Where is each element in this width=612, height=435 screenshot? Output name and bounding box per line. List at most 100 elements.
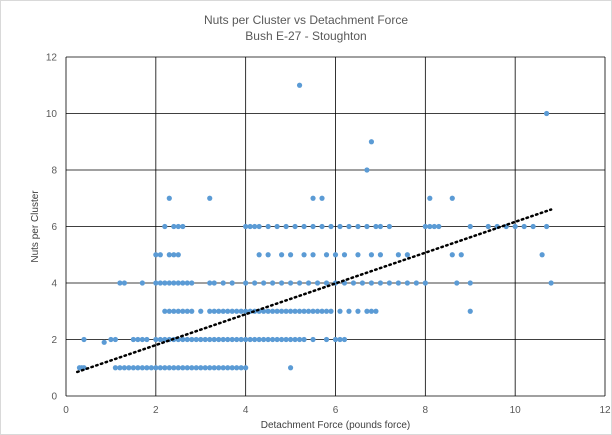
data-point — [319, 308, 325, 314]
data-point — [368, 308, 375, 314]
data-point — [220, 336, 226, 343]
y-tick-label: 0 — [51, 392, 57, 403]
data-point — [261, 280, 267, 286]
data-point — [346, 308, 352, 314]
data-point — [207, 365, 213, 371]
data-point — [153, 280, 159, 286]
data-point — [287, 308, 294, 314]
data-point — [274, 308, 280, 314]
data-point — [274, 336, 280, 343]
data-point — [243, 223, 249, 230]
data-point — [162, 223, 168, 230]
data-point — [157, 365, 163, 371]
data-point — [368, 252, 375, 258]
data-point — [346, 223, 352, 230]
data-point — [544, 110, 550, 117]
data-point — [211, 280, 217, 286]
x-tick-label: 6 — [333, 405, 339, 416]
data-point — [355, 223, 361, 230]
data-point — [193, 365, 199, 371]
data-point — [292, 308, 298, 314]
data-point — [207, 280, 213, 286]
data-point — [175, 223, 181, 230]
data-point — [530, 223, 536, 230]
data-point — [427, 195, 433, 201]
data-point — [121, 365, 127, 371]
data-point — [265, 336, 271, 343]
data-point — [377, 280, 384, 286]
data-point — [162, 365, 168, 371]
data-point — [81, 336, 87, 343]
data-point — [341, 252, 348, 258]
data-point — [323, 280, 330, 286]
data-point — [135, 336, 141, 343]
data-point — [287, 336, 294, 343]
data-point — [171, 365, 177, 371]
data-point — [243, 336, 249, 343]
data-point — [310, 308, 316, 314]
data-point — [454, 280, 460, 286]
data-point — [337, 308, 343, 314]
data-point — [139, 280, 145, 286]
data-point — [130, 365, 136, 371]
data-point — [112, 365, 119, 371]
data-point — [467, 280, 473, 286]
data-point — [117, 365, 123, 371]
x-tick-label: 0 — [63, 405, 69, 416]
data-point — [314, 280, 321, 286]
data-point — [265, 308, 271, 314]
data-point — [207, 195, 213, 201]
data-point — [279, 280, 285, 286]
data-point — [135, 365, 141, 371]
data-point — [130, 336, 136, 343]
data-point — [184, 365, 190, 371]
data-point — [436, 223, 442, 230]
data-point — [247, 336, 253, 343]
data-point — [467, 308, 473, 314]
data-point — [256, 223, 262, 230]
data-point — [337, 336, 343, 343]
data-point — [395, 280, 401, 286]
data-point — [157, 252, 163, 258]
data-point — [247, 223, 253, 230]
data-point — [422, 223, 428, 230]
data-point — [355, 252, 361, 258]
data-point — [319, 223, 325, 230]
x-axis-title: Detachment Force (pounds force) — [261, 420, 411, 431]
data-point — [211, 336, 217, 343]
data-point — [373, 223, 379, 230]
data-point — [139, 336, 145, 343]
data-point — [283, 336, 289, 343]
data-point — [243, 280, 249, 286]
data-point — [355, 308, 361, 314]
y-axis-title: Nuts per Cluster — [30, 190, 41, 263]
data-point — [153, 365, 159, 371]
data-point — [243, 365, 249, 371]
data-point — [305, 280, 312, 286]
data-point — [234, 336, 240, 343]
data-point — [310, 252, 316, 258]
data-point — [225, 365, 231, 371]
data-point — [332, 336, 339, 343]
data-point — [189, 308, 195, 314]
data-point — [332, 252, 339, 258]
data-point — [449, 252, 455, 258]
data-point — [166, 365, 172, 371]
data-point — [180, 280, 186, 286]
data-point — [189, 365, 195, 371]
data-point — [296, 82, 303, 88]
data-point — [310, 195, 316, 201]
data-point — [202, 365, 208, 371]
data-point — [256, 252, 262, 258]
data-point — [287, 252, 294, 258]
trendline — [75, 208, 553, 374]
data-point — [270, 336, 276, 343]
data-point — [296, 308, 303, 314]
data-point — [364, 308, 370, 314]
trendline-line — [75, 208, 553, 374]
data-point — [108, 336, 114, 343]
data-point — [184, 280, 190, 286]
data-point — [112, 336, 119, 343]
data-point — [157, 336, 163, 343]
data-point — [521, 223, 527, 230]
